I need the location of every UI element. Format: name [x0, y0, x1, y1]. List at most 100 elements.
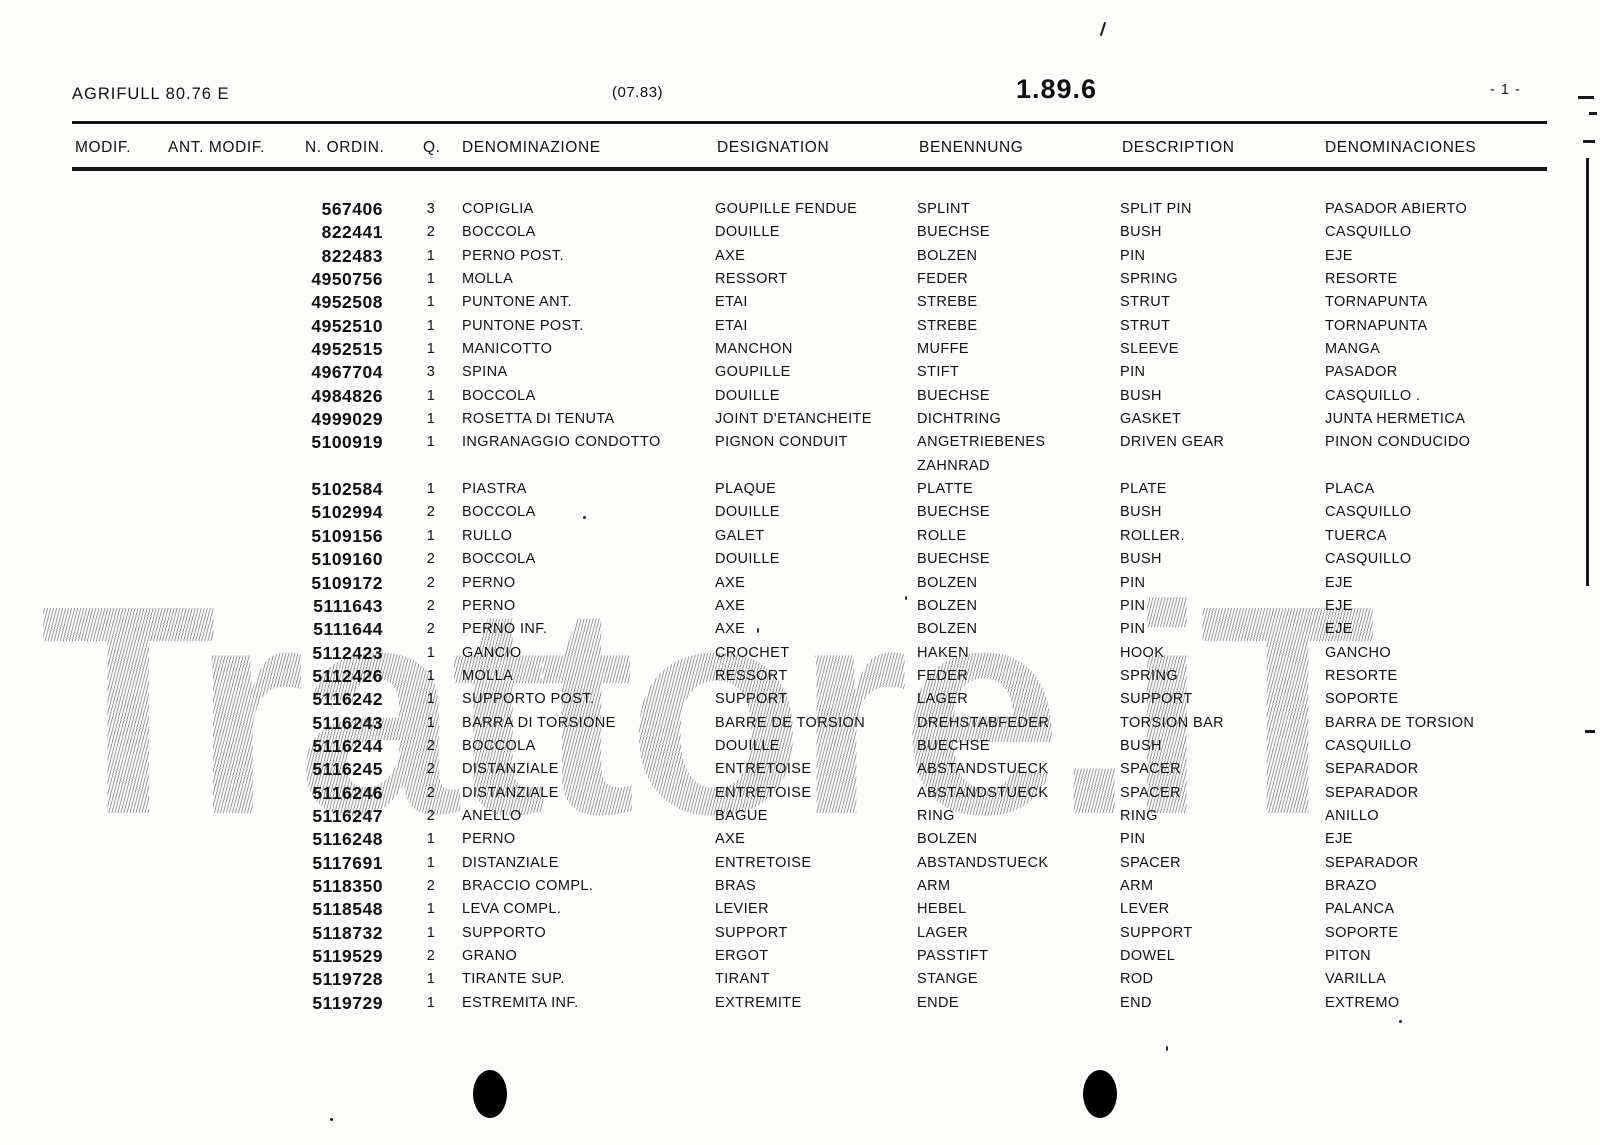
- name-english: BUSH: [1120, 387, 1162, 404]
- name-italian: PERNO: [462, 574, 516, 591]
- part-number: 5119728: [312, 969, 383, 990]
- part-number: 5119729: [312, 992, 383, 1013]
- name-german: BOLZEN: [917, 621, 978, 638]
- part-number: 4984826: [311, 385, 383, 406]
- scan-artifact-slash: [1099, 22, 1107, 36]
- table-row: 5109156 1 RULLO GALET ROLLE ROLLER. TUER…: [0, 526, 1600, 549]
- name-german: BUECHSE: [917, 504, 990, 521]
- name-english: PIN: [1120, 574, 1146, 591]
- name-french: PIGNON CONDUIT: [715, 434, 848, 451]
- name-english: ROLLER.: [1120, 527, 1185, 544]
- table-row: 4999029 1 ROSETTA DI TENUTA JOINT D'ETAN…: [0, 409, 1600, 432]
- name-french: LEVIER: [715, 901, 769, 918]
- quantity: 1: [426, 691, 436, 708]
- name-german: FEDER: [917, 271, 969, 288]
- name-english: END: [1120, 994, 1152, 1011]
- name-french: TIRANT: [715, 971, 770, 988]
- name-spanish: CASQUILLO: [1325, 551, 1412, 568]
- name-italian: PUNTONE ANT.: [462, 294, 573, 311]
- part-number: 5109156: [311, 525, 383, 546]
- quantity: 1: [426, 924, 436, 941]
- col-header-n-ordin: N. ORDIN.: [305, 139, 385, 156]
- quantity: 1: [426, 294, 436, 311]
- name-french: GOUPILLE FENDUE: [715, 201, 858, 217]
- name-german: LAGER: [917, 924, 969, 941]
- part-number: 5118548: [312, 899, 383, 920]
- name-german: ZAHNRAD: [917, 457, 990, 474]
- name-german: MUFFE: [917, 341, 969, 358]
- scan-artifact-speck: [757, 628, 759, 633]
- scan-artifact-speck: [1399, 1020, 1402, 1023]
- name-english: SLEEVE: [1120, 341, 1179, 358]
- name-english: HOOK: [1120, 644, 1165, 661]
- name-french: DOUILLE: [715, 737, 780, 754]
- table-row: 5118732 1 SUPPORTO SUPPORT LAGER SUPPORT…: [0, 923, 1600, 946]
- name-spanish: EJE: [1325, 247, 1353, 264]
- scan-artifact-edge-line: [1586, 158, 1589, 586]
- name-italian: LEVA COMPL.: [462, 901, 562, 918]
- name-english: GASKET: [1120, 411, 1182, 428]
- punch-hole-right: [1083, 1070, 1117, 1118]
- name-french: DOUILLE: [715, 551, 780, 568]
- col-header-description: DESCRIPTION: [1122, 139, 1235, 156]
- name-german: LAGER: [917, 691, 969, 708]
- page-number: - 1 -: [1490, 82, 1521, 98]
- name-italian: BOCCOLA: [462, 224, 536, 241]
- page-title: AGRIFULL 80.76 E: [72, 85, 230, 103]
- name-english: SPACER: [1120, 761, 1181, 778]
- name-french: PLAQUE: [715, 481, 777, 498]
- part-number: 5118732: [312, 922, 383, 943]
- name-english: ROD: [1120, 971, 1154, 988]
- name-german: ABSTANDSTUECK: [917, 854, 1049, 871]
- part-number: 5109172: [311, 572, 383, 593]
- name-english: TORSION BAR: [1120, 714, 1225, 731]
- table-row: 5109172 2 PERNO AXE BOLZEN PIN EJE: [0, 573, 1600, 596]
- name-french: ERGOT: [715, 948, 769, 964]
- quantity: 1: [426, 271, 436, 288]
- quantity: 2: [426, 737, 436, 754]
- name-german: ANGETRIEBENES: [917, 434, 1046, 451]
- name-german: PLATTE: [917, 481, 974, 498]
- quantity: 2: [426, 621, 436, 638]
- col-header-denominaciones: DENOMINACIONES: [1325, 139, 1477, 156]
- scan-artifact-speck: [905, 596, 907, 600]
- table-row: 5116243 1 BARRA DI TORSIONE BARRE DE TOR…: [0, 713, 1600, 736]
- quantity: 1: [426, 971, 436, 988]
- edition-code: (07.83): [612, 84, 664, 101]
- scan-artifact-dash: [1583, 140, 1595, 143]
- quantity: 1: [426, 411, 436, 428]
- table-row: 822441 2 BOCCOLA DOUILLE BUECHSE BUSH CA…: [0, 222, 1600, 245]
- part-number: 5111644: [313, 619, 383, 640]
- table-row: 4984826 1 BOCCOLA DOUILLE BUECHSE BUSH C…: [0, 386, 1600, 409]
- name-german: ARM: [917, 877, 951, 894]
- quantity: 2: [426, 877, 436, 894]
- part-number: 5119529: [312, 946, 383, 966]
- part-number: 5100919: [311, 432, 383, 453]
- name-french: GALET: [715, 527, 765, 544]
- name-italian: PERNO INF.: [462, 621, 548, 638]
- name-spanish: PASADOR ABIERTO: [1325, 201, 1468, 217]
- col-header-benennung: BENENNUNG: [919, 139, 1024, 156]
- table-row: 5112426 1 MOLLA RESSORT FEDER SPRING RES…: [0, 666, 1600, 689]
- name-english: SPACER: [1120, 784, 1181, 801]
- name-spanish: SEPARADOR: [1325, 761, 1419, 778]
- name-german: ABSTANDSTUECK: [917, 761, 1049, 778]
- name-italian: ESTREMITA INF.: [462, 994, 579, 1011]
- name-spanish: PLACA: [1325, 481, 1375, 498]
- parts-table: 567406 3 COPIGLIA GOUPILLE FENDUE SPLINT…: [0, 199, 1600, 1016]
- name-italian: COPIGLIA: [462, 201, 534, 217]
- name-german: BUECHSE: [917, 737, 990, 754]
- part-number: 4952515: [311, 339, 383, 360]
- name-spanish: TORNAPUNTA: [1325, 294, 1428, 311]
- name-spanish: PASADOR: [1325, 364, 1398, 381]
- table-row: 5116248 1 PERNO AXE BOLZEN PIN EJE: [0, 829, 1600, 852]
- name-french: GOUPILLE: [715, 364, 791, 381]
- table-row: 5116246 2 DISTANZIALE ENTRETOISE ABSTAND…: [0, 783, 1600, 806]
- quantity: 3: [426, 201, 436, 217]
- name-german: BUECHSE: [917, 551, 990, 568]
- name-french: AXE: [715, 597, 746, 614]
- name-spanish: PITON: [1325, 948, 1372, 964]
- watermark: Trattore.iT: [40, 562, 1534, 876]
- part-number: 5116245: [312, 759, 383, 780]
